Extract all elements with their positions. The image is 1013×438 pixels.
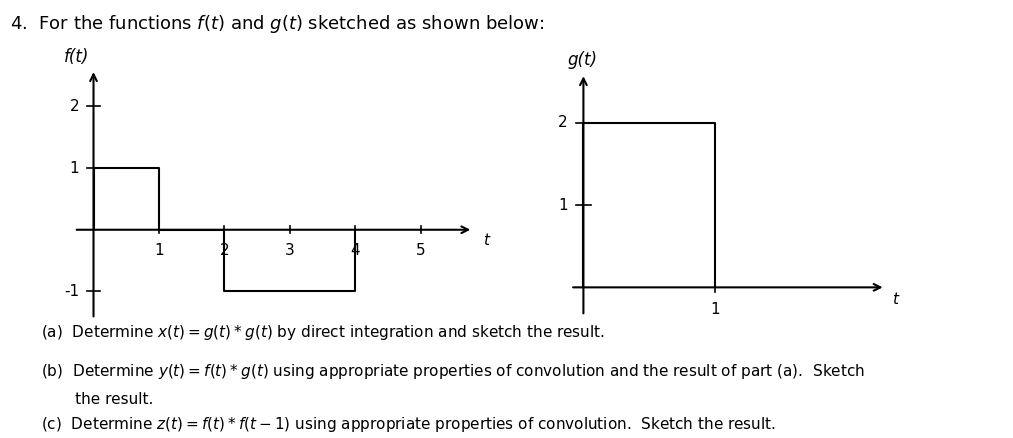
Text: the result.: the result.: [41, 392, 153, 407]
Text: 1: 1: [710, 302, 719, 317]
Text: (a)  Determine $x(t) = g(t)*g(t)$ by direct integration and sketch the result.: (a) Determine $x(t) = g(t)*g(t)$ by dire…: [41, 323, 605, 342]
Text: 2: 2: [558, 115, 567, 130]
Text: 1: 1: [70, 161, 79, 176]
Text: f(t): f(t): [64, 48, 89, 66]
Text: g(t): g(t): [567, 51, 598, 69]
Text: 3: 3: [285, 244, 295, 258]
Text: (c)  Determine $z(t) = f(t) * f(t-1)$ using appropriate properties of convolutio: (c) Determine $z(t) = f(t) * f(t-1)$ usi…: [41, 415, 776, 434]
Text: 2: 2: [220, 244, 229, 258]
Text: 1: 1: [154, 244, 164, 258]
Text: t: t: [483, 233, 489, 248]
Text: 4: 4: [350, 244, 361, 258]
Text: 2: 2: [70, 99, 79, 114]
Text: 1: 1: [558, 198, 567, 212]
Text: -1: -1: [64, 284, 79, 299]
Text: t: t: [892, 292, 898, 307]
Text: 5: 5: [416, 244, 425, 258]
Text: (b)  Determine $y(t) = f(t)*g(t)$ using appropriate properties of convolution an: (b) Determine $y(t) = f(t)*g(t)$ using a…: [41, 362, 864, 381]
Text: 4.  For the functions $f(t)$ and $g(t)$ sketched as shown below:: 4. For the functions $f(t)$ and $g(t)$ s…: [10, 13, 545, 35]
